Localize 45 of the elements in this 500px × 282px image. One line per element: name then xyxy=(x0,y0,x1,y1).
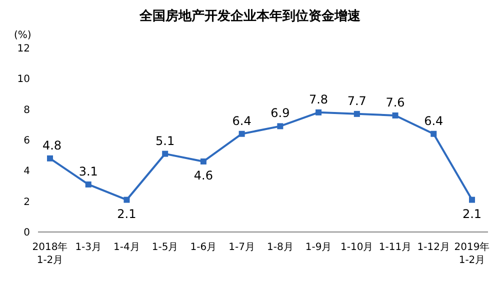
x-tick-label: 1-3月 xyxy=(75,242,102,253)
y-tick-label: 6 xyxy=(24,136,30,146)
x-tick-label: 1-9月 xyxy=(305,242,332,253)
data-label: 6.9 xyxy=(270,106,290,120)
point xyxy=(277,123,284,130)
point xyxy=(124,196,130,203)
x-tick-label: 1-5月 xyxy=(152,242,178,253)
data-label: 4.6 xyxy=(194,168,213,182)
y-tick-label: 10 xyxy=(17,74,30,86)
chart-title: 全国房地产开发企业本年到位资金增速 xyxy=(138,8,362,24)
data-label: 7.8 xyxy=(309,92,328,106)
y-tick-label: 12 xyxy=(17,44,30,54)
y-tick-label: 2 xyxy=(24,196,30,208)
y-tick-label: 4 xyxy=(24,166,30,178)
x-tick-label: 1-7月 xyxy=(228,242,255,253)
data-label: 7.6 xyxy=(386,95,405,110)
point xyxy=(238,130,245,137)
data-label: 5.1 xyxy=(156,134,175,148)
data-label: 6.4 xyxy=(424,114,444,128)
point xyxy=(316,109,322,116)
data-label: 2.1 xyxy=(462,206,482,221)
x-tick-label: 1-4月 xyxy=(114,242,140,253)
y-tick-label: 8 xyxy=(24,104,30,116)
point xyxy=(162,150,168,157)
x-tick-label: 2018年 1-2月 xyxy=(32,241,68,266)
data-label: 4.8 xyxy=(42,138,62,152)
point xyxy=(200,158,206,164)
point xyxy=(430,130,437,137)
x-tick-label: 2019年 1-2月 xyxy=(454,241,490,266)
data-label: 3.1 xyxy=(78,164,98,178)
y-axis-title: (%) xyxy=(14,30,32,41)
y-tick-label: 0 xyxy=(24,228,30,238)
data-label: 7.7 xyxy=(347,94,366,108)
point xyxy=(85,181,92,188)
x-tick-label: 1-8月 xyxy=(267,242,294,253)
x-tick-label: 1-12月 xyxy=(417,242,450,253)
data-label: 2.1 xyxy=(117,206,136,221)
point xyxy=(47,155,53,162)
data-label: 6.4 xyxy=(232,114,252,128)
x-tick-label: 1-6月 xyxy=(190,242,217,253)
point xyxy=(392,112,398,118)
x-tick-label: 1-11月 xyxy=(378,242,412,253)
point xyxy=(469,196,475,203)
point xyxy=(354,110,360,117)
x-tick-label: 1-10月 xyxy=(340,242,374,253)
